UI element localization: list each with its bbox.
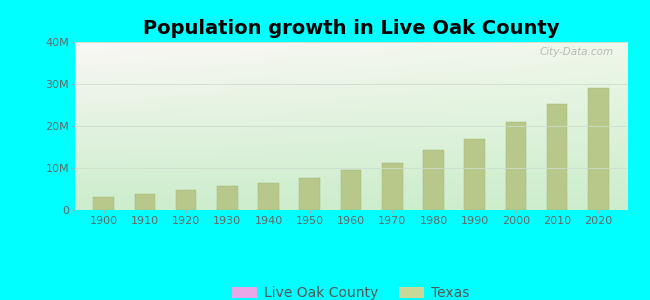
Bar xyxy=(588,88,608,210)
Bar xyxy=(341,170,361,210)
Bar xyxy=(176,190,196,210)
Bar xyxy=(382,163,402,210)
Bar xyxy=(423,150,444,210)
Bar xyxy=(94,197,114,210)
Bar xyxy=(506,122,526,210)
Bar xyxy=(547,104,567,210)
Bar xyxy=(258,183,279,210)
Legend: Live Oak County, Texas: Live Oak County, Texas xyxy=(227,281,475,300)
Bar xyxy=(135,194,155,210)
Bar xyxy=(217,185,238,210)
Bar xyxy=(300,178,320,210)
Bar xyxy=(464,139,485,210)
Text: City-Data.com: City-Data.com xyxy=(540,47,614,57)
Title: Population growth in Live Oak County: Population growth in Live Oak County xyxy=(143,19,559,38)
